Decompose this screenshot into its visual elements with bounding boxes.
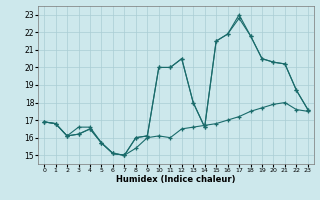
X-axis label: Humidex (Indice chaleur): Humidex (Indice chaleur): [116, 175, 236, 184]
